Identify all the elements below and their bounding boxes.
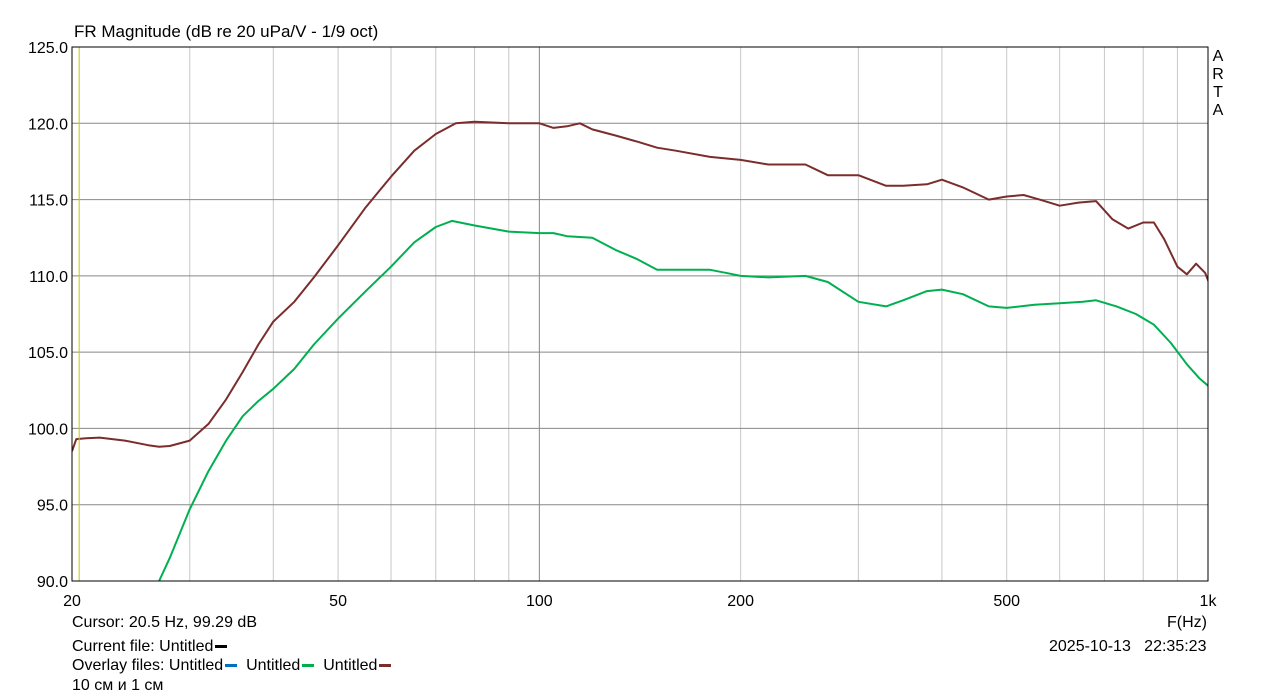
x-tick-label: 50: [329, 593, 347, 610]
y-tick-label: 100.0: [28, 421, 68, 438]
series-line-2: [72, 120, 1208, 452]
overlay-files-line: Overlay files: Untitled Untitled Untitle…: [72, 657, 392, 675]
arta-letter: T: [1213, 84, 1223, 101]
cursor-readout: Cursor: 20.5 Hz, 99.29 dB: [72, 614, 257, 631]
y-tick-label: 105.0: [28, 345, 68, 362]
note-text: 10 см и 1 см: [72, 677, 164, 694]
axis-tick-labels: 90.0 95.0 100.0 105.0 110.0 115.0 120.0 125.0 20…: [28, 40, 1217, 610]
x-tick-label: 200: [727, 593, 754, 610]
overlay-file-name[interactable]: Untitled: [168, 657, 224, 674]
overlay-swatch-green: [302, 664, 315, 668]
y-tick-label: 120.0: [28, 116, 68, 133]
y-tick-label: 125.0: [28, 40, 68, 57]
overlay-files-label: Overlay files:: [72, 657, 165, 674]
overlay-file-name[interactable]: Untitled: [246, 657, 301, 674]
overlay-swatch-blue: [225, 664, 238, 668]
current-file-swatch: [215, 645, 228, 649]
arta-label: A R T A: [1212, 48, 1224, 120]
current-file-label: Current file:: [72, 638, 155, 655]
series-line-1: [158, 219, 1208, 581]
arta-letter: A: [1212, 102, 1224, 119]
x-tick-label: 20: [63, 593, 81, 610]
arta-letter: R: [1212, 66, 1224, 83]
x-tick-label: 500: [993, 593, 1020, 610]
current-file-line: Current file: Untitled: [72, 638, 228, 656]
y-tick-label: 110.0: [29, 269, 68, 286]
overlay-swatch-brown: [379, 664, 392, 668]
arta-letter: A: [1212, 48, 1224, 65]
plot-frame: [71, 46, 1209, 582]
timestamp: 2025-10-13 22:35:23: [1049, 638, 1207, 655]
y-tick-label: 95.0: [37, 498, 68, 515]
x-tick-label: 1k: [1200, 593, 1218, 610]
overlay-file-name[interactable]: Untitled: [323, 657, 378, 674]
grid: [72, 46, 1208, 582]
y-tick-label: 90.0: [37, 574, 68, 591]
x-tick-label: 100: [526, 593, 553, 610]
x-axis-label: F(Hz): [1167, 614, 1207, 631]
series-layer: [72, 120, 1208, 581]
current-file-name[interactable]: Untitled: [159, 638, 214, 655]
chart-title: FR Magnitude (dB re 20 uPa/V - 1/9 oct): [74, 22, 379, 41]
y-tick-label: 115.0: [29, 193, 68, 210]
